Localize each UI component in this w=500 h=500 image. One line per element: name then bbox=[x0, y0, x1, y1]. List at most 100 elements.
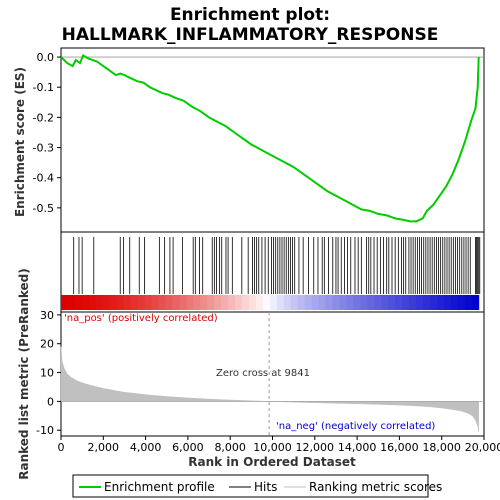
rank-color-segment bbox=[471, 295, 480, 310]
metric-y-tick-label: 10 bbox=[40, 367, 54, 380]
rank-color-segment bbox=[207, 295, 215, 310]
rank-color-segment bbox=[429, 295, 438, 310]
rank-color-segment bbox=[137, 295, 146, 310]
legend-box bbox=[72, 474, 429, 498]
rank-color-segment bbox=[228, 295, 236, 310]
x-tick-label: 20,000 bbox=[465, 441, 500, 454]
rank-color-segment bbox=[416, 295, 424, 310]
rank-color-segment bbox=[109, 295, 118, 310]
rank-color-segment bbox=[269, 295, 278, 310]
chart-title-line2: HALLMARK_INFLAMMATORY_RESPONSE bbox=[62, 25, 439, 45]
rank-color-segment bbox=[242, 295, 250, 310]
x-tick-label: 18,000 bbox=[422, 441, 461, 454]
x-tick-label: 14,000 bbox=[338, 441, 377, 454]
rank-color-segment bbox=[325, 295, 334, 310]
rank-color-segment bbox=[464, 295, 473, 310]
rank-color-segment bbox=[158, 295, 166, 310]
rank-color-segment bbox=[144, 295, 153, 310]
es-y-tick-label: -0.3 bbox=[33, 142, 54, 155]
rank-color-segment bbox=[235, 295, 243, 310]
rank-color-segment bbox=[248, 295, 257, 310]
metric-y-tick-label: -10 bbox=[36, 424, 54, 437]
x-tick-label: 4,000 bbox=[130, 441, 162, 454]
x-tick-label: 6,000 bbox=[172, 441, 204, 454]
rank-color-segment bbox=[74, 295, 83, 310]
rank-color-segment bbox=[318, 295, 327, 310]
rank-color-segment bbox=[457, 295, 466, 310]
rank-color-segment bbox=[81, 295, 90, 310]
rank-color-segment bbox=[283, 295, 292, 310]
rank-color-segment bbox=[450, 295, 459, 310]
rank-color-segment bbox=[346, 295, 354, 310]
rank-color-segment bbox=[255, 295, 264, 310]
rank-color-segment bbox=[95, 295, 104, 310]
rank-color-segment bbox=[395, 295, 403, 310]
rank-color-segment bbox=[276, 295, 285, 310]
x-tick-label: 16,000 bbox=[380, 441, 419, 454]
rank-color-segment bbox=[381, 295, 389, 310]
x-tick-label: 10,000 bbox=[253, 441, 292, 454]
hits-panel bbox=[61, 237, 481, 310]
x-axis-title: Rank in Ordered Dataset bbox=[188, 455, 356, 469]
rank-color-segment bbox=[332, 295, 340, 310]
rank-color-segment bbox=[423, 295, 431, 310]
ranking-metric-area bbox=[60, 346, 479, 432]
rank-color-segment bbox=[61, 295, 69, 310]
rank-color-segment bbox=[402, 295, 410, 310]
rank-color-segment bbox=[290, 295, 299, 310]
es-y-tick-label: -0.2 bbox=[33, 111, 54, 124]
rank-color-segment bbox=[179, 295, 187, 310]
rank-color-segment bbox=[102, 295, 111, 310]
rank-color-segment bbox=[388, 295, 396, 310]
rank-color-segment bbox=[151, 295, 159, 310]
es-panel: 0.0 -0.1 -0.2 -0.3 -0.4 -0.5 bbox=[33, 51, 484, 223]
rank-color-segment bbox=[339, 295, 347, 310]
pos-correlated-label: 'na_pos' (positively correlated) bbox=[64, 313, 218, 324]
rank-color-segment bbox=[443, 295, 452, 310]
chart-title-line1: Enrichment plot: bbox=[170, 5, 330, 25]
rank-color-segment bbox=[304, 295, 313, 310]
enrichment-profile-line bbox=[60, 54, 480, 223]
rank-color-segment bbox=[221, 295, 229, 310]
rank-color-segment bbox=[67, 295, 76, 310]
rank-color-segment bbox=[214, 295, 222, 310]
legend-label-hits: Hits bbox=[254, 480, 277, 494]
rank-color-segment bbox=[311, 295, 320, 310]
zero-cross-label: Zero cross at 9841 bbox=[216, 368, 310, 379]
es-y-axis-title: Enrichment score (ES) bbox=[13, 67, 27, 217]
x-tick-label: 2,000 bbox=[88, 441, 120, 454]
es-y-tick-label: -0.1 bbox=[33, 81, 54, 94]
x-tick-label: 8,000 bbox=[214, 441, 246, 454]
rank-color-segment bbox=[353, 295, 361, 310]
metric-y-tick-label: 20 bbox=[40, 338, 54, 351]
metric-y-tick-label: 0 bbox=[47, 395, 54, 408]
rank-color-segment bbox=[88, 295, 97, 310]
es-y-tick-label: -0.5 bbox=[33, 202, 54, 215]
es-y-tick-label: 0.0 bbox=[37, 51, 55, 64]
metric-panel: 30 20 10 0 -10 bbox=[36, 309, 484, 437]
rank-color-segment bbox=[165, 295, 173, 310]
x-tick-label: 12,000 bbox=[296, 441, 335, 454]
rank-color-segment bbox=[409, 295, 417, 310]
rank-color-segment bbox=[436, 295, 445, 310]
x-tick-label: 0 bbox=[58, 441, 65, 454]
metric-y-axis-title: Ranked list metric (PreRanked) bbox=[17, 268, 31, 480]
neg-correlated-label: 'na_neg' (negatively correlated) bbox=[276, 421, 435, 432]
rank-color-segment bbox=[262, 295, 271, 310]
metric-y-tick-label: 30 bbox=[40, 309, 54, 322]
rank-color-segment bbox=[123, 295, 132, 310]
rank-color-segment bbox=[193, 295, 201, 310]
rank-color-segment bbox=[200, 295, 208, 310]
rank-color-segment bbox=[367, 295, 375, 310]
legend-label-enrichment: Enrichment profile bbox=[104, 480, 215, 494]
rank-color-segment bbox=[172, 295, 180, 310]
es-y-tick-label: -0.4 bbox=[33, 172, 54, 185]
rank-color-segment bbox=[116, 295, 125, 310]
rank-color-segment bbox=[374, 295, 382, 310]
axes: 0 2,000 4,000 6,000 8,000 10,000 12,000 14,000 1… bbox=[58, 436, 500, 454]
rank-color-segment bbox=[186, 295, 194, 310]
rank-color-segment bbox=[360, 295, 368, 310]
legend-label-metric: Ranking metric scores bbox=[309, 480, 442, 494]
rank-color-segment bbox=[130, 295, 139, 310]
